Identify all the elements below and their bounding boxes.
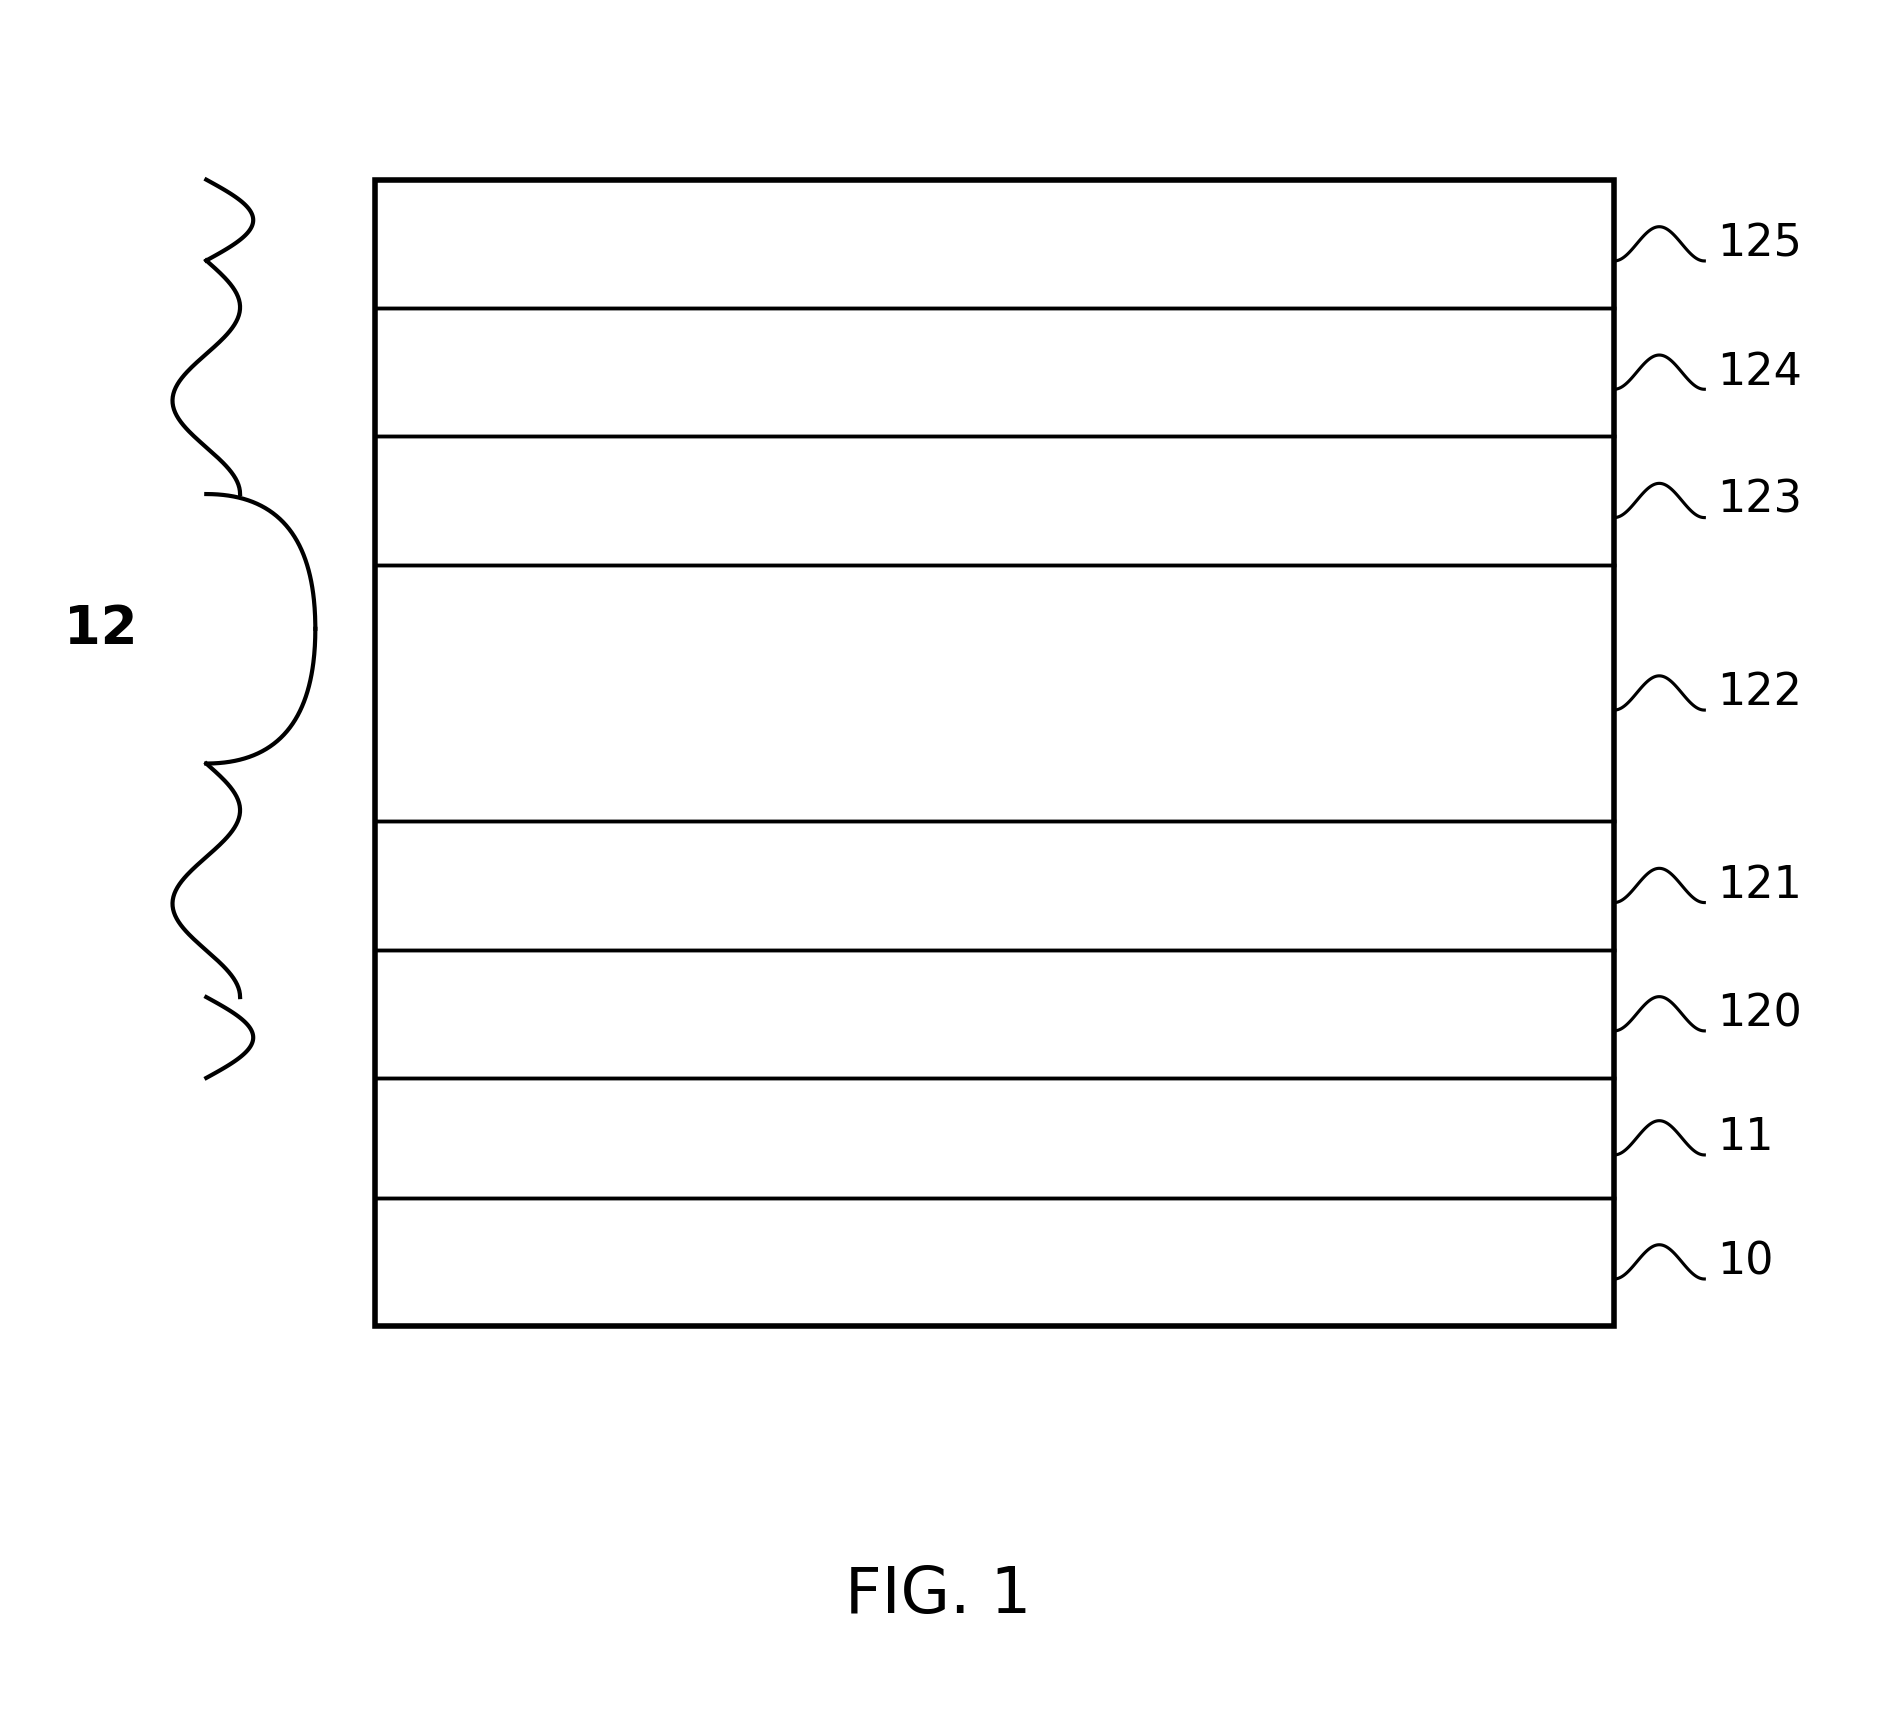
Text: 123: 123 — [1717, 479, 1802, 522]
Text: 11: 11 — [1717, 1116, 1774, 1160]
Text: FIG. 1: FIG. 1 — [845, 1564, 1032, 1625]
Text: 120: 120 — [1717, 992, 1802, 1035]
Text: 125: 125 — [1717, 222, 1802, 265]
Text: 122: 122 — [1717, 671, 1802, 715]
Bar — [375, 180, 1614, 1326]
Text: 12: 12 — [64, 602, 137, 655]
Text: 121: 121 — [1717, 864, 1802, 907]
Text: 10: 10 — [1717, 1240, 1774, 1283]
Text: 124: 124 — [1717, 351, 1802, 394]
